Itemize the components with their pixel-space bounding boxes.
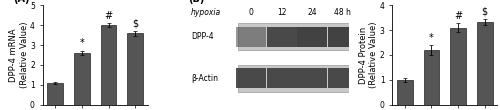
Text: 0: 0 [248, 8, 254, 17]
Text: $: $ [132, 18, 138, 28]
Bar [297, 68, 327, 88]
Bar [100, 25, 116, 104]
Text: *: * [429, 33, 434, 43]
Bar [266, 68, 296, 88]
Text: $: $ [482, 7, 488, 17]
Text: #: # [104, 11, 112, 21]
Bar [127, 33, 143, 104]
Text: 12: 12 [277, 8, 286, 17]
Bar [238, 23, 349, 50]
Text: 24: 24 [308, 8, 317, 17]
Bar [266, 27, 296, 47]
Text: (B): (B) [188, 0, 204, 4]
Bar [397, 80, 413, 104]
Bar [450, 28, 466, 104]
Text: (A): (A) [13, 0, 30, 4]
Text: DPP-4: DPP-4 [191, 32, 214, 41]
Text: hypoxia: hypoxia [191, 8, 221, 17]
Bar [297, 27, 327, 47]
Text: #: # [454, 11, 462, 21]
Bar [328, 27, 358, 47]
Bar [238, 65, 349, 92]
Text: *: * [80, 38, 84, 48]
Bar [48, 83, 64, 104]
Bar [74, 53, 90, 104]
Bar [424, 50, 440, 104]
Bar [476, 22, 492, 104]
Text: β-Actin: β-Actin [191, 74, 218, 83]
Y-axis label: DPP-4 Protein
(Relative Value): DPP-4 Protein (Relative Value) [359, 22, 378, 88]
Bar [236, 27, 266, 47]
Text: 48 h: 48 h [334, 8, 351, 17]
Y-axis label: DPP-4 mRNA
(Relative Value): DPP-4 mRNA (Relative Value) [9, 22, 29, 88]
Bar [328, 68, 358, 88]
Bar [236, 68, 266, 88]
